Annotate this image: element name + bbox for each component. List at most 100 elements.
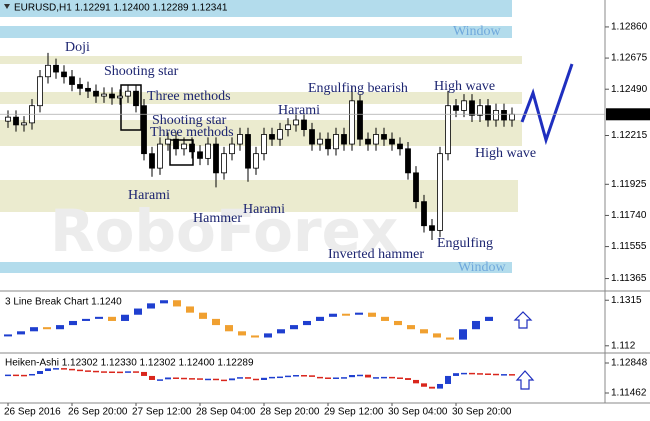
pattern-label: Doji [65, 40, 90, 55]
brick [56, 325, 64, 330]
candle-body [317, 138, 323, 145]
brick [30, 327, 38, 332]
candle-body [261, 134, 267, 155]
current-price-label: 1.12341 [609, 109, 646, 120]
y-tick-label: 1.11740 [611, 210, 647, 221]
brick [173, 300, 181, 307]
brick [134, 308, 142, 315]
ha-candle [317, 376, 323, 379]
y-tick-label: 1.12848 [611, 358, 648, 369]
ha-candle [253, 378, 259, 381]
ha-candle [365, 374, 371, 378]
ha-candle [341, 377, 347, 379]
ha-candle [333, 377, 339, 379]
brick [394, 320, 402, 326]
ha-candle [205, 378, 211, 381]
brick [303, 320, 311, 326]
pattern-box [169, 139, 194, 166]
ha-candle [285, 375, 291, 378]
y-tick-label: 1.11365 [611, 273, 647, 284]
main-header: EURUSD,H1 1.12291 1.12400 1.12289 1.1234… [14, 3, 228, 14]
candle-body [205, 143, 211, 159]
ha-candle [109, 371, 115, 374]
ha-candle [373, 377, 379, 379]
candle-body [469, 100, 475, 116]
brick [121, 314, 129, 321]
y-tick-label: 1.12675 [611, 53, 648, 64]
candle-body [133, 90, 139, 107]
ha-candle [357, 374, 363, 377]
brick [277, 329, 285, 334]
brick [264, 333, 272, 338]
ha-candle [77, 369, 83, 372]
candle-body [221, 153, 227, 174]
ha-candle [437, 383, 443, 389]
window-zone [0, 0, 512, 17]
y-tick-label: 1.11555 [611, 241, 647, 252]
pattern-label: Window [453, 24, 502, 39]
ha-candle [157, 379, 163, 381]
ha-candle [13, 374, 19, 377]
ha-candle [381, 376, 387, 379]
brick [225, 325, 233, 332]
candle-body [189, 143, 195, 153]
ha-candle [69, 368, 75, 371]
candle-body [53, 64, 59, 73]
candle-body [365, 138, 371, 145]
ha-candle [141, 371, 147, 376]
pattern-label: Three methods [147, 89, 231, 104]
pattern-label: Engulfing [437, 236, 493, 251]
brick [316, 316, 324, 321]
candle-body [397, 143, 403, 150]
ha-candle [493, 373, 499, 376]
ha-candle [389, 376, 395, 379]
current-price-box [606, 108, 650, 121]
candle-body [437, 153, 443, 231]
candle-body [165, 138, 171, 145]
brick [381, 316, 389, 321]
ha-candle [213, 378, 219, 381]
candle-body [253, 153, 259, 169]
candle-body [21, 122, 27, 126]
menu-triangle [4, 4, 10, 9]
candle-body [293, 119, 299, 126]
brick [459, 329, 467, 340]
ha-candle [165, 377, 171, 380]
y-tick-label: 1.12215 [611, 130, 648, 141]
brick [108, 316, 116, 321]
candle-body [85, 87, 91, 92]
candle-body [325, 138, 331, 150]
ha-candle [261, 377, 267, 380]
candle-body [509, 113, 515, 121]
brick [238, 331, 246, 336]
candle-body [405, 148, 411, 174]
candle-body [381, 134, 387, 140]
x-tick-label: 28 Sep 20:00 [260, 407, 320, 418]
candle-body [333, 134, 339, 150]
x-tick-label: 29 Sep 12:00 [324, 407, 384, 418]
candle-body [197, 151, 203, 159]
brick [368, 312, 376, 317]
ha-candle [133, 371, 139, 373]
candle-body [285, 124, 291, 130]
x-tick-label: 27 Sep 12:00 [132, 407, 192, 418]
brick [199, 312, 207, 319]
candle-body [341, 134, 347, 145]
candle-body [213, 143, 219, 174]
candle-body [117, 95, 123, 99]
ha-candle [237, 377, 243, 379]
ha-candle [29, 373, 35, 376]
candle-body [101, 93, 107, 97]
candle-body [61, 71, 67, 78]
ha-candle [45, 368, 51, 372]
ha-candle [21, 374, 27, 377]
ha-candle [269, 376, 275, 379]
brick [407, 325, 415, 330]
pattern-label: High wave [434, 79, 495, 94]
pattern-label: Harami [128, 188, 170, 203]
brick [290, 325, 298, 330]
brick [472, 320, 480, 330]
ha-candle [397, 377, 403, 379]
pattern-label: High wave [475, 146, 536, 161]
